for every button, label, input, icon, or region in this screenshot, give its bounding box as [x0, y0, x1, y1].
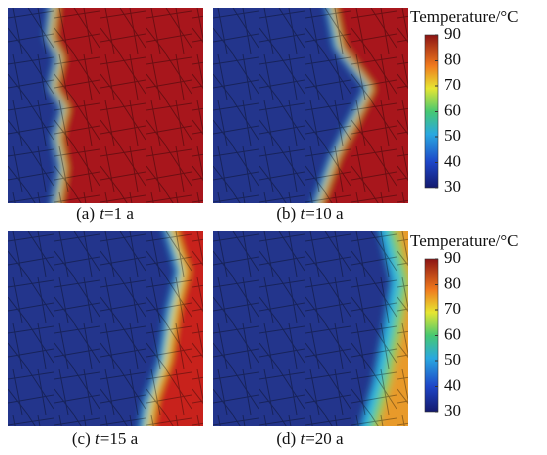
caption-label: (a): [76, 204, 99, 223]
caption-label: (b): [276, 204, 300, 223]
colorbar-title: Temperature/°C: [410, 231, 519, 250]
colorbar-tick-label: 30: [444, 177, 461, 196]
caption: (c) t=15 a: [72, 429, 139, 448]
colorbar-tick-label: 80: [444, 49, 461, 68]
caption: (b) t=10 a: [276, 204, 344, 223]
colorbar-tick-label: 90: [444, 24, 461, 43]
caption: (d) t=20 a: [276, 429, 344, 448]
colorbar-tick-label: 90: [444, 248, 461, 267]
colorbar-tick-label: 30: [444, 401, 461, 420]
heatmap: [8, 231, 203, 426]
caption-variable: t: [300, 429, 306, 448]
colorbar-tick-label: 70: [444, 75, 461, 94]
colorbar-tick-label: 40: [444, 375, 461, 394]
colorbar-tick-label: 60: [444, 324, 461, 343]
caption-label: (c): [72, 429, 95, 448]
heatmap: [213, 8, 408, 203]
caption-value: =20 a: [305, 429, 344, 448]
colorbar-tick-label: 50: [444, 350, 461, 369]
caption-label: (d): [276, 429, 300, 448]
caption-value: =10 a: [305, 204, 344, 223]
caption-value: =15 a: [100, 429, 139, 448]
colorbar-tick-label: 50: [444, 126, 461, 145]
colorbar-tick-label: 70: [444, 299, 461, 318]
colorbar-tick-label: 80: [444, 273, 461, 292]
caption-variable: t: [99, 204, 105, 223]
heatmap: [8, 8, 203, 203]
colorbar-tick-label: 40: [444, 151, 461, 170]
heatmap: [213, 231, 408, 426]
caption-variable: t: [300, 204, 306, 223]
caption: (a) t=1 a: [76, 204, 134, 223]
colorbar-tick-label: 60: [444, 100, 461, 119]
colorbar-title: Temperature/°C: [410, 7, 519, 26]
caption-variable: t: [95, 429, 101, 448]
caption-value: =1 a: [104, 204, 134, 223]
